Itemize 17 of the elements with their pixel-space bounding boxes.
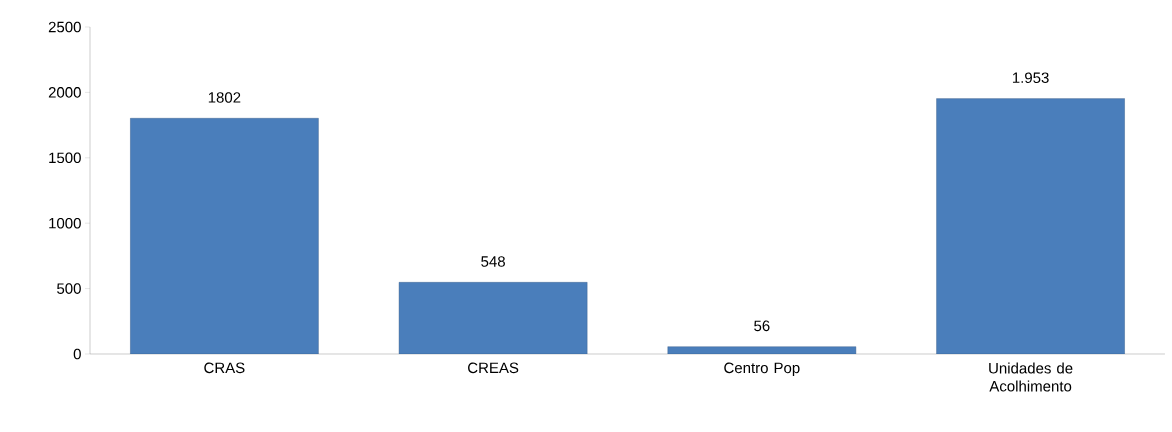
bar [130,118,319,354]
x-tick-label: CREAS [468,362,519,374]
x-tick-label: Unidades de Acolhimento [989,362,1073,392]
y-tick-label: 2000 [48,87,81,98]
y-tick-label: 1000 [49,217,81,229]
data-label: 1.953 [1012,72,1049,84]
y-tick-label: 2500 [48,21,81,33]
bar [936,98,1125,354]
data-label: 548 [481,256,505,267]
bar [398,282,588,354]
data-label: 1802 [208,92,241,103]
x-tick-label: Centro Pop [724,362,800,377]
x-tick-label: CRAS [204,362,245,374]
y-tick-label: 1500 [49,152,81,164]
data-label: 56 [754,320,770,332]
y-tick-label: 0 [73,348,81,360]
y-tick-label: 500 [57,283,81,294]
